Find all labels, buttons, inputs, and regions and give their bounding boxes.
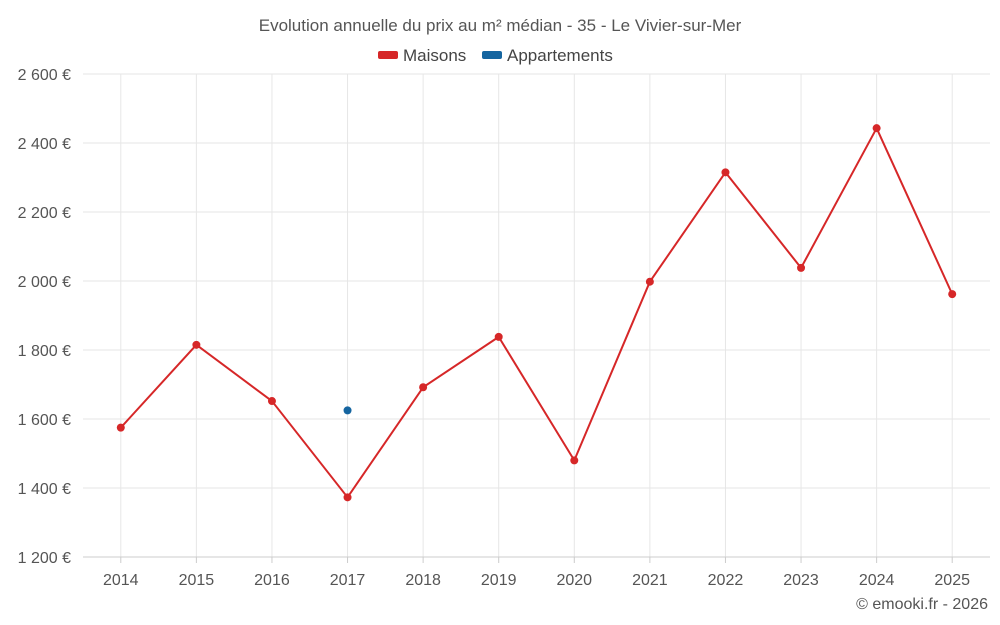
x-tick-label: 2017 bbox=[330, 572, 366, 589]
data-point-maisons-2019[interactable] bbox=[494, 332, 503, 341]
credit-text: © emooki.fr - 2026 bbox=[856, 596, 988, 613]
y-tick-label: 1 200 € bbox=[18, 550, 71, 567]
legend-label-maisons[interactable]: Maisons bbox=[403, 46, 466, 65]
data-point-maisons-2018[interactable] bbox=[419, 383, 428, 392]
data-point-maisons-2020[interactable] bbox=[570, 456, 579, 465]
legend-label-appartements[interactable]: Appartements bbox=[507, 46, 613, 65]
x-tick-label: 2019 bbox=[481, 572, 517, 589]
x-tick-label: 2016 bbox=[254, 572, 290, 589]
x-tick-label: 2014 bbox=[103, 572, 139, 589]
data-point-maisons-2023[interactable] bbox=[797, 263, 806, 272]
x-tick-label: 2025 bbox=[934, 572, 970, 589]
series-line-maisons bbox=[120, 127, 954, 499]
data-point-maisons-2015[interactable] bbox=[192, 340, 201, 349]
y-tick-label: 2 200 € bbox=[18, 205, 71, 222]
data-point-maisons-2014[interactable] bbox=[116, 423, 125, 432]
y-tick-label: 1 800 € bbox=[18, 343, 71, 360]
grid bbox=[83, 73, 990, 558]
legend-swatch-maisons[interactable] bbox=[378, 51, 398, 59]
y-tick-label: 2 400 € bbox=[18, 136, 71, 153]
x-tick-label: 2022 bbox=[708, 572, 744, 589]
legend: Maisons Appartements bbox=[378, 46, 613, 65]
y-tick-label: 1 600 € bbox=[18, 412, 71, 429]
data-point-maisons-2024[interactable] bbox=[872, 124, 881, 133]
data-point-appartements-2017[interactable] bbox=[343, 406, 352, 415]
series bbox=[116, 124, 957, 502]
x-tick-label: 2024 bbox=[859, 572, 895, 589]
data-point-maisons-2022[interactable] bbox=[721, 168, 730, 177]
data-point-maisons-2017[interactable] bbox=[343, 493, 352, 502]
x-tick-label: 2023 bbox=[783, 572, 819, 589]
y-tick-label: 2 000 € bbox=[18, 274, 71, 291]
chart-title: Evolution annuelle du prix au m² médian … bbox=[259, 16, 742, 35]
data-point-maisons-2016[interactable] bbox=[267, 397, 276, 406]
x-tick-label: 2020 bbox=[556, 572, 592, 589]
y-tick-label: 2 600 € bbox=[18, 67, 71, 84]
data-point-maisons-2025[interactable] bbox=[948, 290, 957, 299]
x-tick-label: 2018 bbox=[405, 572, 441, 589]
x-tick-label: 2015 bbox=[179, 572, 215, 589]
x-tick-label: 2021 bbox=[632, 572, 668, 589]
legend-swatch-appartements[interactable] bbox=[482, 51, 502, 59]
data-point-maisons-2021[interactable] bbox=[645, 277, 654, 286]
axes: 1 200 € 1 400 € 1 600 € 1 800 € 2 000 € 2 200… bbox=[18, 67, 990, 589]
y-tick-label: 1 400 € bbox=[18, 481, 71, 498]
